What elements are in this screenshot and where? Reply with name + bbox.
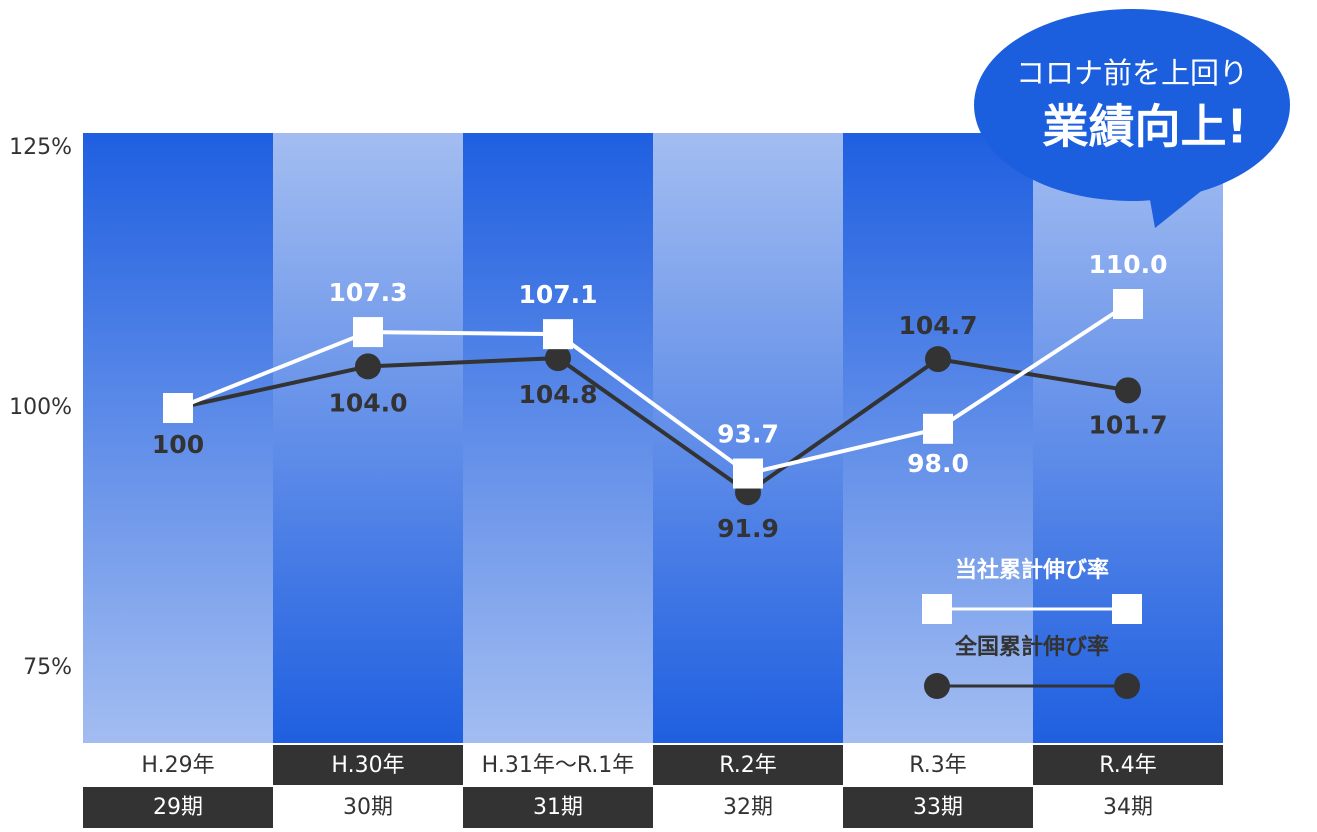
- period-cell: [463, 787, 653, 828]
- legend-label: 当社累計伸び率: [955, 557, 1109, 583]
- column-band: [1033, 133, 1223, 743]
- period-label: 29期: [153, 795, 203, 820]
- x-tick-label: R.3年: [909, 753, 967, 778]
- point: [355, 353, 381, 380]
- period-label: 31期: [533, 795, 583, 820]
- column-band: [463, 133, 653, 743]
- year-cell: [463, 745, 653, 785]
- period-label: 33期: [913, 795, 963, 820]
- x-tick-label: R.2年: [719, 753, 777, 778]
- y-tick-label: 100%: [9, 395, 72, 420]
- point: [545, 345, 571, 372]
- legend-label: 全国累計伸び率: [954, 634, 1109, 660]
- point: [733, 458, 763, 489]
- legend-marker: [922, 594, 952, 624]
- column-band: [653, 133, 843, 743]
- period-cell: [1033, 787, 1223, 828]
- period-cell: [843, 787, 1033, 828]
- point: [543, 319, 573, 350]
- year-cell: [843, 745, 1033, 785]
- year-cell: [273, 745, 463, 785]
- period-label: 30期: [343, 795, 393, 820]
- period-cell: [83, 787, 273, 828]
- column-band: [273, 133, 463, 743]
- legend-marker: [924, 673, 950, 699]
- point: [1113, 289, 1143, 319]
- x-tick-label: H.31年〜R.1年: [482, 753, 635, 778]
- y-tick-label: 125%: [9, 135, 72, 160]
- data-label: 107.1: [518, 280, 597, 309]
- data-label: 104.8: [518, 380, 597, 409]
- data-label: 101.7: [1088, 410, 1167, 439]
- callout-line2: 業績向上!: [1043, 100, 1248, 154]
- callout-line1: コロナ前を上回り: [1016, 56, 1248, 90]
- series-line: [177, 356, 1129, 495]
- point: [163, 393, 193, 423]
- series-line: [177, 302, 1130, 476]
- x-tick-label: H.30年: [331, 753, 404, 778]
- period-label: 34期: [1103, 795, 1153, 820]
- legend-marker: [1112, 594, 1142, 624]
- data-label: 91.9: [717, 514, 779, 543]
- period-cell: [273, 787, 463, 828]
- data-label: 107.3: [328, 278, 407, 307]
- column-band: [83, 133, 273, 743]
- data-label: 98.0: [907, 449, 969, 478]
- x-tick-label: R.4年: [1099, 753, 1157, 778]
- year-cell: [653, 745, 843, 785]
- period-label: 32期: [723, 795, 773, 820]
- year-cell: [83, 745, 273, 785]
- data-label: 100: [152, 430, 204, 459]
- data-label: 104.0: [328, 388, 407, 417]
- legend-marker: [1114, 673, 1140, 699]
- data-label: 93.7: [717, 420, 779, 449]
- point: [923, 413, 953, 444]
- data-label: 104.7: [898, 311, 977, 340]
- year-cell: [1033, 745, 1223, 785]
- point: [925, 346, 951, 373]
- point: [353, 317, 383, 348]
- callout: コロナ前を上回り 業績向上!: [974, 9, 1290, 228]
- period-cell: [653, 787, 843, 828]
- point: [1115, 377, 1141, 404]
- data-label: 110.0: [1088, 250, 1167, 279]
- x-tick-label: H.29年: [141, 753, 214, 778]
- y-tick-label: 75%: [23, 655, 72, 680]
